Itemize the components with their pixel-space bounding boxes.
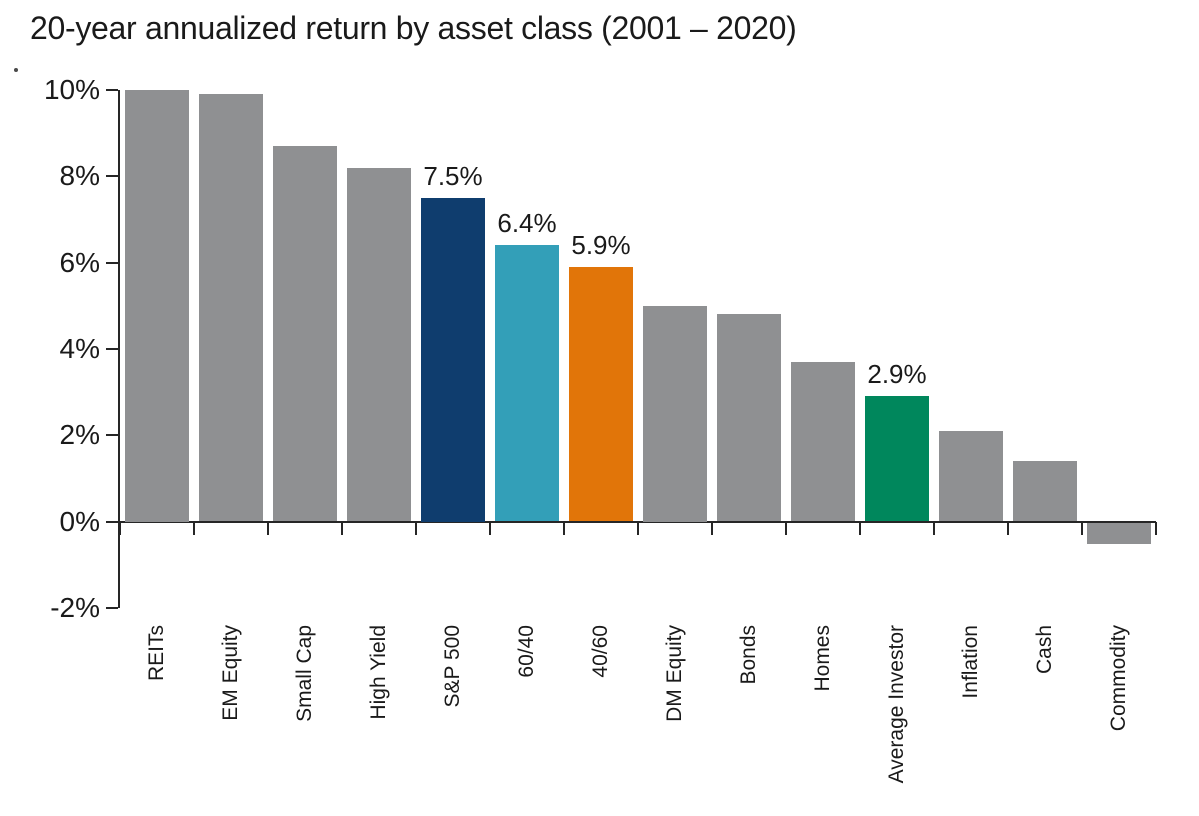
x-axis-label-cell: Homes	[786, 625, 860, 816]
y-axis-tick-label: 10%	[43, 74, 100, 105]
bar-value-label: 6.4%	[497, 208, 557, 239]
x-axis-label-cell: 40/60	[564, 625, 638, 816]
y-axis-tick-label: -2%	[50, 591, 100, 623]
x-axis-tick	[119, 521, 121, 535]
x-axis-tick	[563, 521, 565, 535]
bar-s-p-500	[421, 197, 485, 522]
bar-reits	[125, 90, 189, 522]
bar-high-yield	[347, 167, 411, 522]
x-axis-label-cash: Cash	[1033, 625, 1056, 675]
x-axis-label-cell: Small Cap	[268, 625, 342, 816]
x-axis-label-bonds: Bonds	[737, 625, 760, 685]
bar-em-equity	[199, 94, 263, 522]
bar-40-60	[569, 266, 633, 522]
x-axis-label-cell: Average Investor	[860, 625, 934, 816]
x-axis-tick	[933, 521, 935, 535]
x-axis-label-homes: Homes	[811, 625, 834, 692]
y-axis-tick-label: 6%	[59, 246, 100, 278]
x-axis-label-40-60: 40/60	[589, 625, 612, 678]
x-axis-tick	[711, 521, 713, 535]
x-axis-label-cell: EM Equity	[194, 625, 268, 816]
y-axis-tick	[106, 434, 118, 437]
x-axis-tick	[267, 521, 269, 535]
x-axis-label-cell: Cash	[1008, 625, 1082, 816]
x-axis-line	[106, 520, 1156, 523]
bar-homes	[791, 361, 855, 522]
bar-60-40	[495, 245, 559, 522]
x-axis-tick	[1081, 521, 1083, 535]
bar-inflation	[939, 430, 1003, 522]
y-axis-tick-label: 8%	[59, 160, 100, 192]
x-axis-label-cell: Commodity	[1082, 625, 1156, 816]
x-axis-label-cell: DM Equity	[638, 625, 712, 816]
x-axis-tick	[637, 521, 639, 535]
bar-cash	[1013, 461, 1077, 522]
x-axis-tick	[785, 521, 787, 535]
bar-average-investor	[865, 396, 929, 522]
bar-bonds	[717, 314, 781, 522]
x-axis-label-commodity: Commodity	[1107, 625, 1130, 732]
x-axis-label-inflation: Inflation	[959, 625, 982, 699]
bar-value-label: 2.9%	[867, 359, 927, 390]
x-axis-label-cell: High Yield	[342, 625, 416, 816]
x-axis-label-small-cap: Small Cap	[293, 625, 316, 722]
bar-dm-equity	[643, 305, 707, 522]
y-axis-tick	[106, 347, 118, 350]
x-axis-tick	[1007, 521, 1009, 535]
x-axis-label-cell: 60/40	[490, 625, 564, 816]
x-axis-tick	[415, 521, 417, 535]
x-axis-label-em-equity: EM Equity	[219, 625, 242, 721]
y-axis-tick	[106, 175, 118, 178]
x-axis-tick	[859, 521, 861, 535]
x-axis-label-cell: Bonds	[712, 625, 786, 816]
x-axis-label-dm-equity: DM Equity	[663, 625, 686, 722]
y-axis-tick	[106, 606, 118, 609]
bar-commodity	[1087, 522, 1151, 545]
x-axis-label-high-yield: High Yield	[367, 625, 390, 720]
y-axis-line	[118, 90, 120, 608]
y-axis-tick-label: 4%	[59, 332, 100, 364]
x-axis-label-cell: REITs	[120, 625, 194, 816]
x-axis-tick	[341, 521, 343, 535]
y-axis-tick	[106, 261, 118, 264]
x-axis-tick	[193, 521, 195, 535]
x-axis-tick	[489, 521, 491, 535]
x-axis-label-s-p-500: S&P 500	[441, 625, 464, 708]
chart-title: 20-year annualized return by asset class…	[30, 10, 797, 46]
x-axis-label-cell: S&P 500	[416, 625, 490, 816]
bar-value-label: 7.5%	[423, 160, 483, 191]
bar-value-label: 5.9%	[571, 229, 631, 260]
x-axis-label-60-40: 60/40	[515, 625, 538, 678]
y-axis-tick	[106, 89, 118, 91]
x-axis-label-average-investor: Average Investor	[885, 625, 908, 784]
stray-mark	[14, 68, 18, 72]
y-axis-tick-label: 2%	[59, 419, 100, 451]
bar-small-cap	[273, 146, 337, 522]
x-axis-tick	[1155, 521, 1157, 535]
x-axis-label-reits: REITs	[145, 625, 168, 682]
y-axis-tick-label: 0%	[59, 505, 100, 537]
x-axis-label-cell: Inflation	[934, 625, 1008, 816]
